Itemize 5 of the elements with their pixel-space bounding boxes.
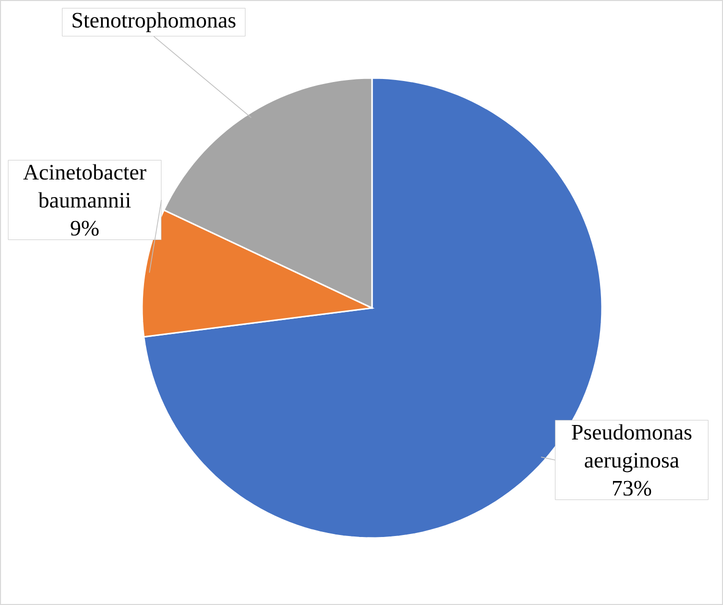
slice-label: Pseudomonas aeruginosa: [572, 424, 692, 472]
slice-label: Stenotrophomonas: [72, 12, 236, 32]
data-label: 73%: [612, 480, 652, 496]
data-label: 9%: [70, 220, 99, 236]
slice-label: Acinetobacter baumannii: [23, 164, 146, 208]
